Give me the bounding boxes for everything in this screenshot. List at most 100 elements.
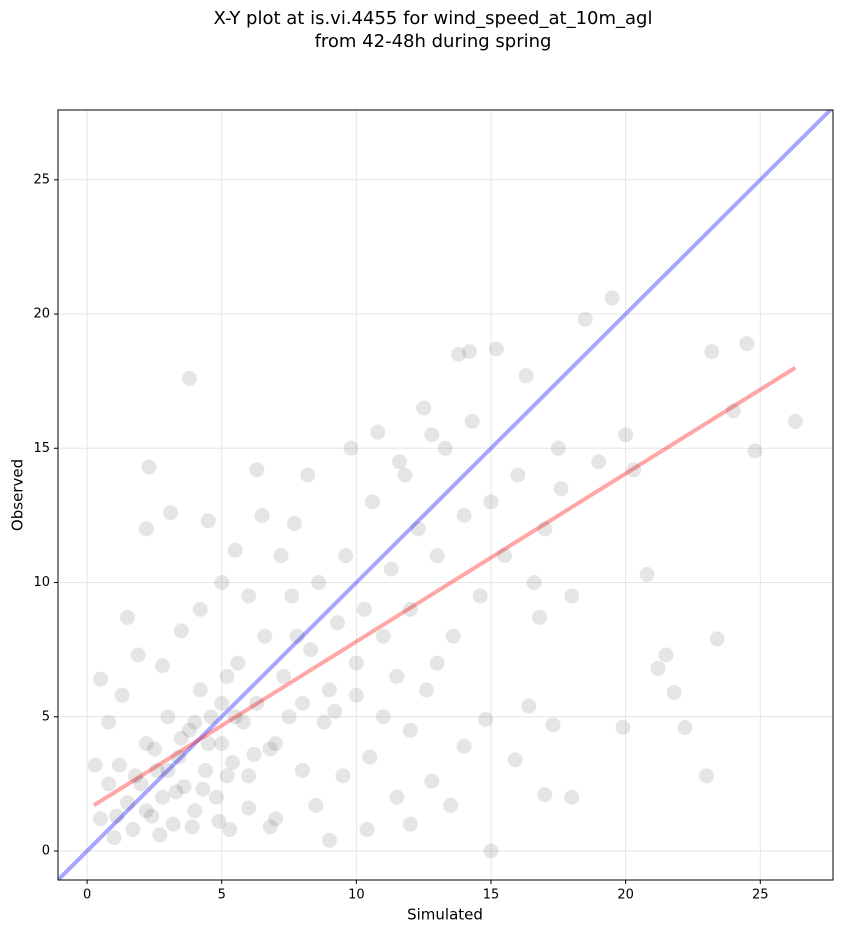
scatter-point (262, 741, 278, 757)
scatter-point (214, 736, 230, 752)
scatter-point (338, 548, 354, 564)
scatter-point (537, 787, 553, 803)
scatter-point (359, 822, 375, 838)
scatter-point (424, 427, 440, 443)
scatter-point (472, 588, 488, 604)
scatter-point (303, 642, 319, 658)
scatter-point (327, 703, 343, 719)
scatter-point (93, 811, 109, 827)
scatter-point (591, 454, 607, 470)
scatter-point (370, 424, 386, 440)
scatter-point (650, 660, 666, 676)
scatter-point (154, 658, 170, 674)
scatter-point (666, 685, 682, 701)
scatter-point (284, 588, 300, 604)
scatter-point (456, 738, 472, 754)
x-tick-label: 5 (218, 888, 226, 903)
scatter-point (289, 628, 305, 644)
scatter-point (709, 631, 725, 647)
scatter-point (300, 467, 316, 483)
fit-line (92, 366, 797, 808)
scatter-point (456, 507, 472, 523)
y-tick-label: 25 (33, 172, 50, 187)
scatter-point (308, 797, 324, 813)
scatter-point (198, 762, 214, 778)
scatter-point (195, 781, 211, 797)
scatter-point (383, 561, 399, 577)
scatter-point (222, 822, 238, 838)
scatter-point (604, 290, 620, 306)
scatter-point (133, 776, 149, 792)
scatter-point (138, 521, 154, 537)
scatter-point (410, 521, 426, 537)
scatter-point (488, 341, 504, 357)
scatter-point (402, 601, 418, 617)
scatter-point (138, 736, 154, 752)
scatter-point (249, 695, 265, 711)
scatter-point (464, 413, 480, 429)
chart-title: X-Y plot at is.vi.4455 for wind_speed_at… (214, 8, 653, 29)
scatter-point (510, 467, 526, 483)
scatter-point (531, 609, 547, 625)
scatter-point (389, 789, 405, 805)
scatter-point (429, 655, 445, 671)
scatter-point (397, 467, 413, 483)
scatter-point (219, 668, 235, 684)
scatter-point (160, 762, 176, 778)
scatter-point (160, 709, 176, 725)
scatter-point (365, 494, 381, 510)
scatter-point (416, 400, 432, 416)
scatter-point (639, 566, 655, 582)
scatter-point (130, 647, 146, 663)
y-tick-label: 5 (42, 709, 50, 724)
chart-title: from 42-48h during spring (315, 31, 552, 52)
scatter-point (111, 757, 127, 773)
scatter-point (184, 819, 200, 835)
scatter-point (119, 609, 135, 625)
scatter-point (311, 575, 327, 591)
scatter-point (257, 628, 273, 644)
scatter-point (93, 671, 109, 687)
scatter-point (402, 816, 418, 832)
scatter-point (273, 548, 289, 564)
scatter-point (677, 720, 693, 736)
scatter-point (362, 749, 378, 765)
y-tick-label: 15 (33, 441, 50, 456)
scatter-point (241, 768, 257, 784)
scatter-point (192, 682, 208, 698)
scatter-point (146, 741, 162, 757)
scatter-point (227, 542, 243, 558)
x-tick-label: 25 (752, 888, 769, 903)
scatter-point (437, 440, 453, 456)
x-tick-label: 0 (83, 888, 91, 903)
scatter-point (262, 819, 278, 835)
scatter-point (254, 507, 270, 523)
scatter-point (343, 440, 359, 456)
scatter-point (445, 628, 461, 644)
scatter-point (429, 548, 445, 564)
scatter-point (496, 548, 512, 564)
y-tick-label: 0 (42, 844, 50, 859)
scatter-point (168, 784, 184, 800)
scatter-point (461, 344, 477, 360)
x-axis-label: Simulated (407, 906, 483, 924)
scatter-point (219, 768, 235, 784)
scatter-point (443, 797, 459, 813)
scatter-point (348, 687, 364, 703)
scatter-point (698, 768, 714, 784)
scatter-point (281, 709, 297, 725)
scatter-point (375, 709, 391, 725)
scatter-point (316, 714, 332, 730)
scatter-point (747, 443, 763, 459)
scatter-point (564, 789, 580, 805)
scatter-point (138, 803, 154, 819)
scatter-point (276, 668, 292, 684)
scatter-point (402, 722, 418, 738)
scatter-point (235, 714, 251, 730)
scatter-point (330, 615, 346, 631)
scatter-point (615, 720, 631, 736)
scatter-point (224, 754, 240, 770)
scatter-point (208, 789, 224, 805)
scatter-point (246, 746, 262, 762)
